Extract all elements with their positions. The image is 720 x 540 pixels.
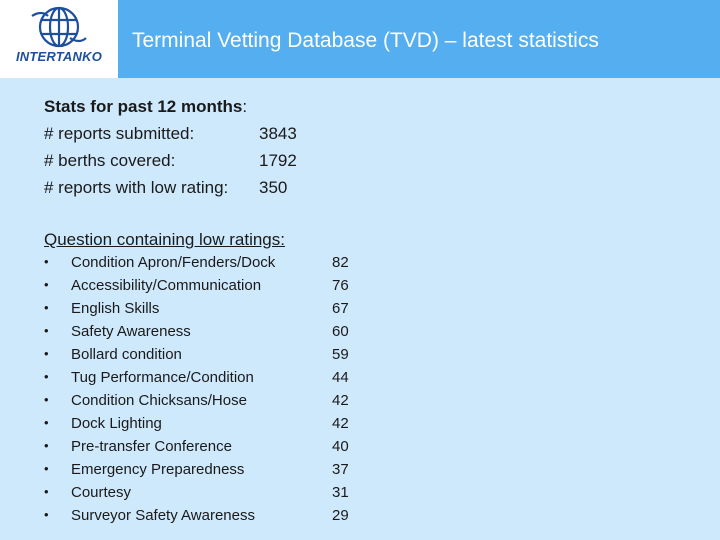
intertanko-globe-icon (31, 6, 87, 48)
list-item-label: English Skills (71, 300, 160, 317)
logo-text: INTERTANKO (15, 49, 103, 64)
stat-value: 1792 (259, 151, 297, 170)
stat-label: # berths covered: (44, 151, 176, 170)
list-item-count: 29 (332, 507, 349, 524)
list-item-label: Emergency Preparedness (71, 461, 245, 478)
questions-heading: Question containing low ratings: (44, 230, 285, 249)
list-item-count: 76 (332, 277, 349, 294)
list-item-count: 42 (332, 392, 349, 409)
list-item-label: Surveyor Safety Awareness (71, 507, 255, 524)
stat-value: 350 (259, 178, 288, 197)
stats-heading-suffix: : (242, 97, 248, 116)
list-item-count: 82 (332, 254, 349, 271)
bullet: • (44, 323, 49, 338)
stats-heading: Stats for past 12 months: (44, 97, 247, 117)
bullet: • (44, 254, 49, 269)
list-item-count: 42 (332, 415, 349, 432)
header-bar: INTERTANKO Terminal Vetting Database (TV… (0, 0, 720, 78)
stats-heading-bold: Stats for past 12 months (44, 97, 243, 116)
stat-label: # reports submitted: (44, 124, 195, 143)
bullet: • (44, 438, 49, 453)
bullet: • (44, 300, 49, 315)
list-item-count: 60 (332, 323, 349, 340)
logo: INTERTANKO (0, 0, 118, 78)
stat-label: # reports with low rating: (44, 178, 229, 197)
list-item-label: Courtesy (71, 484, 132, 501)
list-item-label: Dock Lighting (71, 415, 162, 432)
list-item-count: 67 (332, 300, 349, 317)
bullet: • (44, 484, 49, 499)
list-item-count: 31 (332, 484, 349, 501)
list-item-label: Bollard condition (71, 346, 182, 363)
bullet: • (44, 415, 49, 430)
list-item-label: Tug Performance/Condition (71, 369, 254, 386)
list-item-label: Condition Apron/Fenders/Dock (71, 254, 276, 271)
list-item-count: 37 (332, 461, 349, 478)
list-item-label: Safety Awareness (71, 323, 191, 340)
page-title: Terminal Vetting Database (TVD) – latest… (132, 29, 599, 52)
bullet: • (44, 346, 49, 361)
list-item-label: Pre-transfer Conference (71, 438, 232, 455)
stat-value: 3843 (259, 124, 297, 143)
list-item-label: Condition Chicksans/Hose (71, 392, 247, 409)
bullet: • (44, 461, 49, 476)
bullet: • (44, 369, 49, 384)
list-item-label: Accessibility/Communication (71, 277, 262, 294)
bullet: • (44, 507, 49, 522)
list-item-count: 40 (332, 438, 349, 455)
list-item-count: 59 (332, 346, 349, 363)
bullet: • (44, 277, 49, 292)
list-item-count: 44 (332, 369, 349, 386)
bullet: • (44, 392, 49, 407)
